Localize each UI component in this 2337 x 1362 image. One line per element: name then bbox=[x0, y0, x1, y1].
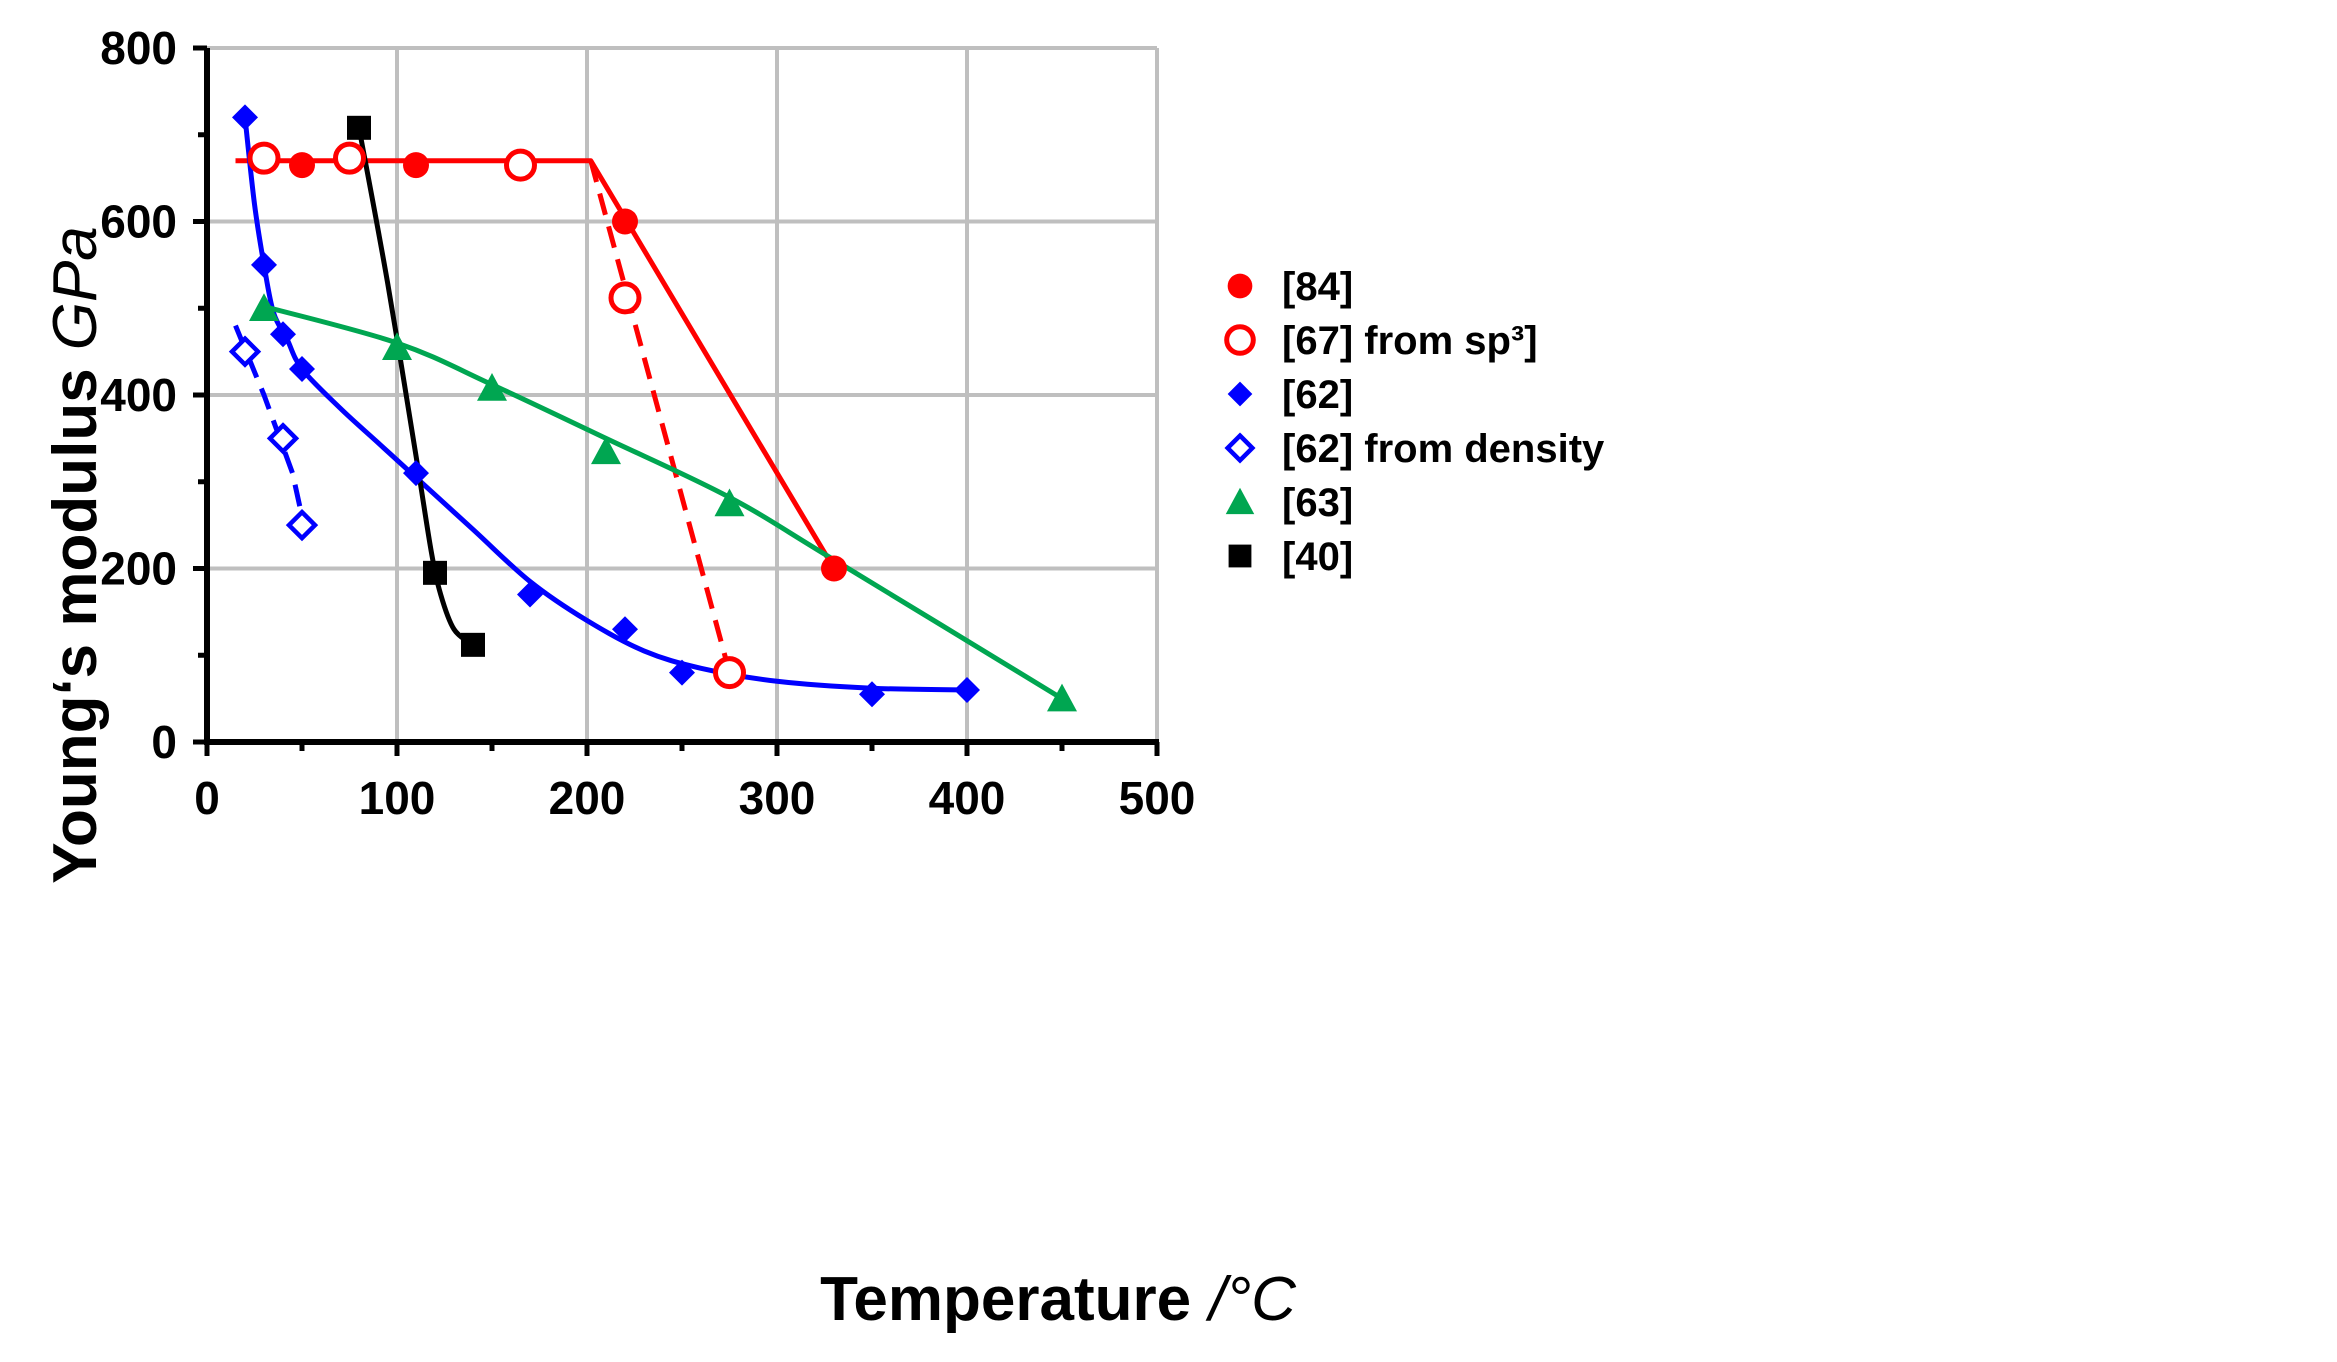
x-axis-unit: /°C bbox=[1205, 1265, 1297, 1334]
series-0-point-3 bbox=[612, 208, 638, 235]
legend-label-2: [62] bbox=[1282, 373, 1353, 417]
series-2-point-8 bbox=[859, 681, 885, 708]
legend-entry-2: [62] bbox=[1227, 373, 1353, 417]
series-5-point-0 bbox=[347, 115, 371, 140]
series-1-fit-line bbox=[588, 160, 732, 674]
data-markers bbox=[228, 104, 1077, 712]
y-tick-label-600: 600 bbox=[100, 196, 177, 248]
series-2-point-3 bbox=[289, 355, 315, 382]
legend-label-5: [40] bbox=[1282, 535, 1353, 579]
axes bbox=[193, 45, 1160, 756]
legend: [84] [67] from sp³] [62] [62] from density [… bbox=[1224, 265, 1605, 579]
legend-entry-3: [62] from density bbox=[1224, 427, 1605, 471]
y-tick-label-200: 200 bbox=[100, 543, 177, 595]
series-2-point-0 bbox=[232, 104, 258, 131]
series-0-point-2 bbox=[403, 152, 429, 179]
legend-marker-5 bbox=[1228, 544, 1252, 568]
x-axis-title: Temperature /°C bbox=[820, 1265, 1297, 1334]
series-3-point-2 bbox=[285, 508, 319, 542]
y-tick-label-0: 0 bbox=[151, 716, 177, 768]
y-axis-title: Young‘s modulus GPa bbox=[41, 226, 110, 884]
series-4-point-1 bbox=[382, 332, 412, 361]
series-0-point-1 bbox=[289, 152, 315, 179]
legend-marker-1 bbox=[1224, 324, 1256, 356]
series-2-fit-line bbox=[242, 117, 968, 693]
series-5-fit-line bbox=[356, 127, 475, 647]
legend-entry-1: [67] from sp³] bbox=[1224, 319, 1538, 363]
legend-label-1: [67] from sp³] bbox=[1282, 319, 1538, 363]
legend-entry-5: [40] bbox=[1228, 535, 1353, 579]
series-2-point-2 bbox=[270, 321, 296, 348]
series-5-point-2 bbox=[461, 632, 485, 657]
series-3-point-0 bbox=[228, 335, 262, 368]
series-5-point-1 bbox=[423, 560, 447, 585]
series-4-fit-line bbox=[263, 304, 1064, 701]
series-4-point-5 bbox=[1047, 683, 1077, 712]
x-tick-label-200: 200 bbox=[549, 772, 626, 824]
y-axis-unit: GPa bbox=[41, 226, 110, 350]
grid bbox=[207, 46, 1159, 742]
series-2-point-4 bbox=[403, 460, 429, 487]
x-tick-label-300: 300 bbox=[739, 772, 816, 824]
legend-entry-0: [84] bbox=[1227, 265, 1353, 309]
series-1-point-3 bbox=[608, 281, 642, 315]
legend-marker-3 bbox=[1224, 432, 1256, 464]
x-tick-label-100: 100 bbox=[359, 772, 436, 824]
legend-marker-0 bbox=[1227, 273, 1253, 299]
y-tick-label-800: 800 bbox=[100, 22, 177, 74]
tick-labels: 0 100 200 300 400 500 0 200 400 600 800 bbox=[100, 22, 1195, 824]
series-2-point-7 bbox=[669, 659, 695, 686]
x-tick-label-400: 400 bbox=[929, 772, 1006, 824]
legend-marker-2 bbox=[1227, 381, 1253, 407]
series-1-point-2 bbox=[504, 148, 537, 182]
series-4-point-0 bbox=[249, 293, 279, 321]
legend-label-0: [84] bbox=[1282, 265, 1353, 309]
series-4-point-4 bbox=[714, 488, 745, 517]
y-axis-label: Young‘s modulus bbox=[41, 368, 110, 884]
series-0-point-4 bbox=[821, 555, 847, 582]
series-2-point-1 bbox=[251, 251, 277, 278]
legend-marker-4 bbox=[1225, 487, 1255, 515]
legend-label-3: [62] from density bbox=[1282, 427, 1605, 471]
series-2-point-6 bbox=[612, 616, 638, 643]
legend-entry-4: [63] bbox=[1225, 481, 1353, 525]
series-1-point-4 bbox=[713, 656, 746, 690]
series-1-point-1 bbox=[333, 141, 366, 175]
x-tick-label-500: 500 bbox=[1119, 772, 1196, 824]
series-4-point-3 bbox=[591, 436, 621, 465]
fit-lines bbox=[233, 117, 1064, 701]
series-3-point-1 bbox=[266, 422, 300, 455]
x-tick-label-0: 0 bbox=[194, 772, 220, 824]
legend-label-4: [63] bbox=[1282, 481, 1353, 525]
x-axis-label: Temperature bbox=[820, 1265, 1191, 1334]
series-1-point-0 bbox=[247, 141, 281, 175]
series-4-point-2 bbox=[477, 373, 507, 401]
series-2-point-5 bbox=[517, 581, 543, 608]
y-tick-label-400: 400 bbox=[100, 369, 177, 421]
series-2-point-9 bbox=[954, 676, 980, 703]
